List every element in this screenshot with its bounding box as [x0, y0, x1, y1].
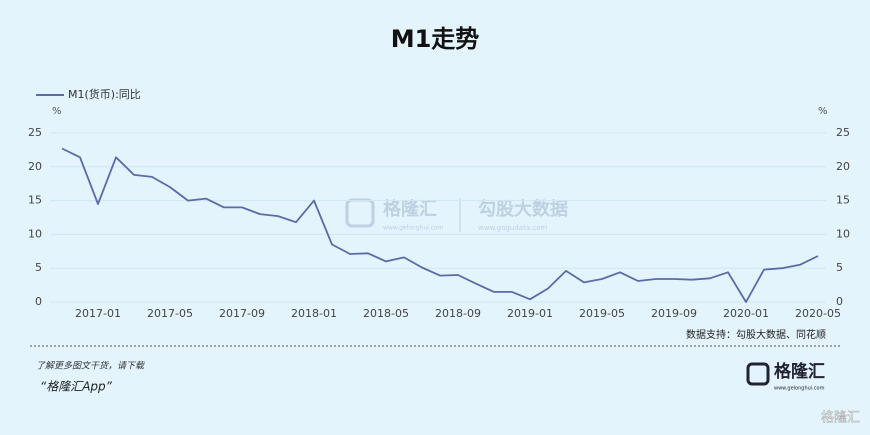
y2-tick-label: 10 [836, 227, 850, 240]
x-tick-label: 2018-05 [363, 307, 409, 320]
x-tick-label: 2018-09 [435, 307, 481, 320]
series-line [61, 147, 819, 303]
x-tick-label: 2017-09 [219, 307, 265, 320]
y-tick-label: 10 [28, 227, 42, 240]
logo-icon [746, 362, 770, 386]
x-tick-label: 2019-09 [651, 307, 697, 320]
source: 数据支持：勾股大数据、同花顺 [686, 328, 826, 341]
y-tick-label: 5 [35, 261, 42, 274]
watermark-url: www.gelonghui.com [383, 225, 444, 232]
watermark-partner: 勾股大数据 [478, 198, 568, 220]
x-tick-label: 2019-05 [579, 307, 625, 320]
y-unit: % [52, 106, 62, 117]
y2-tick-label: 25 [836, 126, 850, 139]
y-tick-label: 15 [28, 194, 42, 207]
watermark-partner-url: www.gogudata.com [478, 224, 547, 232]
y-tick-label: 25 [28, 126, 42, 139]
y-tick-label: 20 [28, 160, 42, 173]
y2-tick-label: 20 [836, 160, 850, 173]
x-tick-label: 2020-01 [723, 307, 769, 320]
x-tick-label: 2017-01 [75, 307, 121, 320]
footer-logo: 格隆汇 [774, 361, 825, 382]
y-tick-label: 0 [35, 295, 42, 308]
x-tick-label: 2019-01 [507, 307, 553, 320]
watermark: 格隆汇 www.gelonghui.com 勾股大数据 www.gogudata… [345, 198, 568, 232]
corner-watermark: 格隆汇 [821, 410, 860, 426]
y2-tick-label: 0 [836, 295, 843, 308]
x-tick-label: 2018-01 [291, 307, 337, 320]
x-tick-label: 2017-05 [147, 307, 193, 320]
watermark-brand: 格隆汇 [383, 198, 437, 220]
legend-label: M1(货币):同比 [68, 87, 141, 101]
y2-tick-label: 5 [836, 261, 843, 274]
chart-title: M1走势 [391, 25, 480, 53]
footer-app: “格隆汇App” [40, 380, 113, 394]
footer-text: 了解更多图文干货，请下载 [36, 361, 145, 372]
x-tick-label: 2020-05 [795, 307, 841, 320]
y2-tick-label: 15 [836, 194, 850, 207]
y2-unit: % [818, 106, 828, 117]
footer-logo-url: www.gelonghui.com [774, 386, 825, 392]
